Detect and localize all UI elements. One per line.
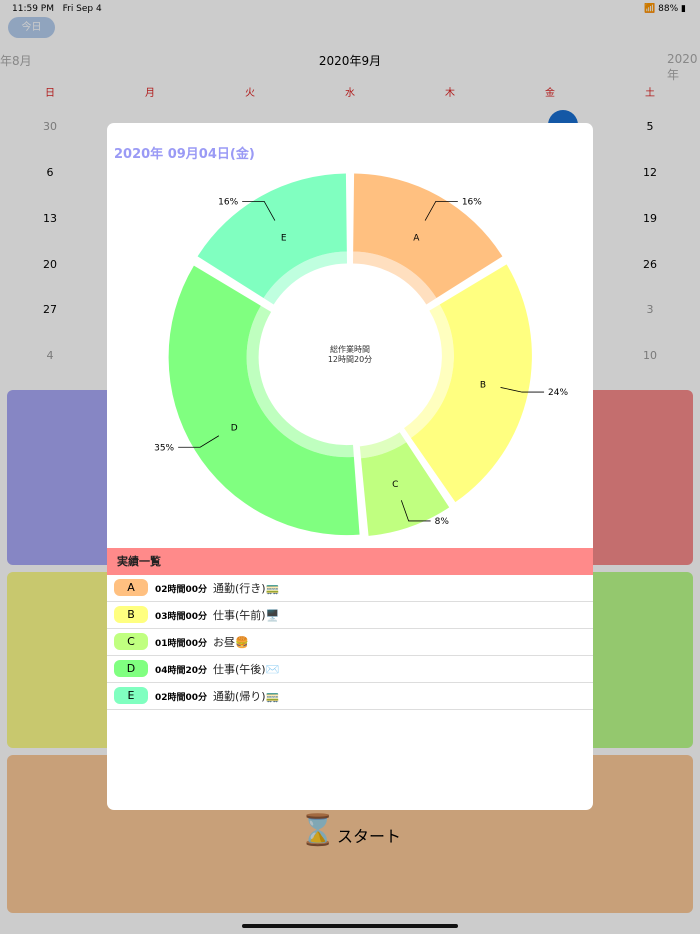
item-key-badge: A (114, 579, 148, 596)
item-duration: 01時間00分 (155, 639, 208, 649)
calendar-day[interactable]: 30 (43, 120, 57, 133)
slice-label: E (281, 233, 287, 243)
list-item[interactable]: C 01時間00分 お昼🍔 (107, 629, 593, 656)
category-panel-green[interactable] (573, 572, 693, 748)
item-key-badge: C (114, 633, 148, 650)
list-item[interactable]: E 02時間00分 通勤(帰り)🚃 (107, 683, 593, 710)
calendar-day[interactable]: 19 (643, 212, 657, 225)
item-name: 仕事(午後)✉️ (213, 663, 280, 676)
status-time: 11:59 PM Fri Sep 4 (12, 4, 102, 14)
calendar-day[interactable]: 10 (643, 349, 657, 362)
percent-label: 35% (154, 443, 174, 453)
list-item[interactable]: A 02時間00分 通勤(行き)🚃 (107, 575, 593, 602)
hourglass-icon: ⌛ (299, 813, 337, 848)
calendar-day[interactable]: 12 (643, 166, 657, 179)
slice-label: D (231, 423, 238, 433)
weekday-header: 金 (545, 88, 555, 99)
pie-inner-ring-A (353, 251, 437, 305)
slice-label: B (480, 381, 486, 391)
pie-slice-C (361, 442, 450, 536)
item-name: 通勤(帰り)🚃 (213, 690, 280, 703)
item-duration: 02時間00分 (155, 585, 208, 595)
next-month[interactable]: 2020年 (667, 52, 698, 82)
item-name: お昼🍔 (213, 636, 249, 649)
list-header: 実績一覧 (107, 548, 593, 575)
pie-slice-B (410, 264, 532, 503)
item-key-badge: E (114, 687, 148, 704)
category-panel-red[interactable] (573, 390, 693, 565)
start-label: スタート (337, 827, 402, 846)
calendar-day[interactable]: 6 (46, 166, 54, 179)
item-duration: 04時間20分 (155, 666, 208, 676)
leader-line (242, 200, 276, 221)
donut-chart: A 16% B 24% C 8% D 35% E 16% (154, 173, 569, 536)
list-item[interactable]: D 04時間20分 仕事(午後)✉️ (107, 656, 593, 683)
status-battery: 📶 88% ▮ (644, 4, 686, 14)
leader-line (424, 200, 458, 221)
slice-label: A (413, 233, 420, 243)
weekday-header: 土 (645, 88, 655, 99)
percent-label: 16% (218, 197, 238, 207)
pie-slice-E (197, 173, 347, 299)
center-total: 総作業時間 12時間20分 (300, 345, 400, 365)
item-key-badge: D (114, 660, 148, 677)
calendar-day[interactable]: 27 (43, 303, 57, 316)
today-button[interactable]: 今日 (8, 17, 55, 38)
calendar-day[interactable]: 3 (646, 303, 654, 316)
weekday-header: 火 (245, 88, 255, 99)
pie-slice-A (353, 173, 503, 299)
percent-label: 24% (548, 388, 568, 398)
weekday-header: 月 (145, 88, 155, 99)
item-duration: 03時間00分 (155, 612, 208, 622)
percent-label: 16% (462, 197, 482, 207)
home-indicator[interactable] (242, 924, 458, 928)
calendar-day[interactable]: 20 (43, 258, 57, 271)
leader-line (400, 500, 431, 522)
weekday-header: 日 (45, 88, 55, 99)
item-name: 通勤(行き)🚃 (213, 582, 280, 595)
day-summary-modal: 2020年 09月04日(金) A 16% B 24% C 8% D 35% E 16% 総作業時… (107, 123, 593, 810)
current-month: 2020年9月 (318, 54, 382, 68)
weekday-header: 木 (445, 88, 455, 99)
center-value: 12時間20分 (327, 355, 373, 364)
calendar-day[interactable]: 13 (43, 212, 57, 225)
pie-inner-ring-D (246, 305, 354, 458)
percent-label: 8% (435, 517, 450, 527)
pie-inner-ring-B (404, 304, 454, 439)
leader-line (178, 435, 220, 448)
calendar-day[interactable]: 4 (46, 349, 54, 362)
calendar-day[interactable]: 5 (646, 120, 654, 133)
pie-slice-D (168, 265, 360, 536)
pie-inner-ring-C (359, 432, 407, 459)
prev-month[interactable]: 年8月 (0, 54, 32, 68)
pie-inner-ring-E (263, 251, 347, 305)
slice-label: C (392, 480, 398, 490)
modal-title: 2020年 09月04日(金) (114, 147, 255, 162)
center-label: 総作業時間 (330, 345, 370, 354)
weekday-header: 水 (345, 88, 355, 99)
item-duration: 02時間00分 (155, 693, 208, 703)
leader-line (500, 387, 545, 393)
list-item[interactable]: B 03時間00分 仕事(午前)🖥️ (107, 602, 593, 629)
item-name: 仕事(午前)🖥️ (213, 609, 280, 622)
calendar-day[interactable]: 26 (643, 258, 657, 271)
item-key-badge: B (114, 606, 148, 623)
